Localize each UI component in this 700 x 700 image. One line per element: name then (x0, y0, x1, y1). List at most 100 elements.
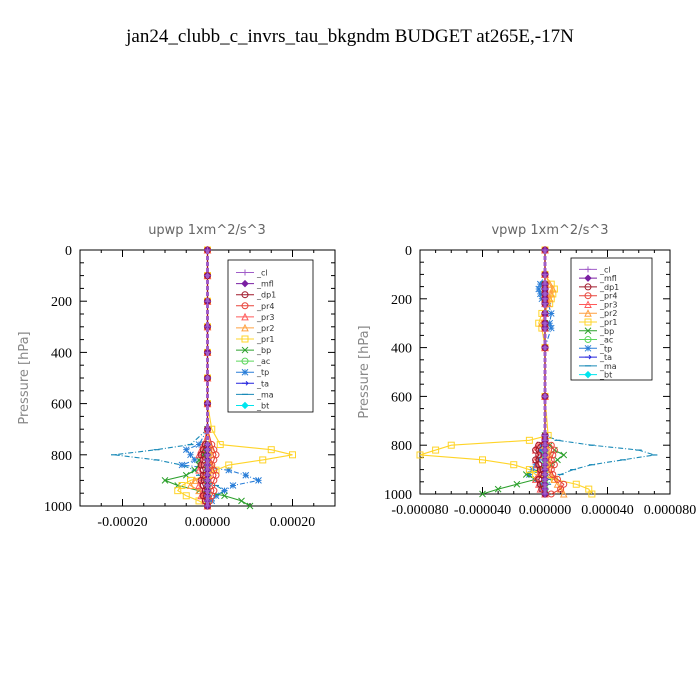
data-point (204, 426, 211, 433)
series-pr1 (416, 246, 596, 498)
legend-marker (584, 318, 592, 326)
data-point (204, 298, 211, 305)
legend-label: _ac (599, 336, 613, 345)
legend-marker (241, 368, 249, 376)
data-point (204, 497, 211, 504)
data-point (479, 456, 486, 464)
data-point (204, 462, 211, 469)
y-tick-label: 1000 (44, 500, 72, 515)
legend-marker (585, 266, 591, 273)
legend-label: _bp (599, 327, 614, 336)
data-point (225, 466, 233, 474)
x-tick-label: -0.000080 (391, 503, 448, 518)
legend-label: _cl (256, 269, 268, 278)
legend-label: _ac (256, 357, 270, 366)
data-point (525, 436, 533, 444)
data-point (542, 300, 548, 307)
data-point (190, 476, 199, 484)
legend-label: _ta (256, 379, 269, 388)
data-point (532, 456, 540, 464)
legend-label: _tp (599, 344, 612, 353)
legend-label: _ma (256, 390, 274, 399)
data-point (204, 441, 211, 448)
data-point (221, 492, 228, 500)
data-point (553, 480, 562, 488)
figure-title: jan24_clubb_c_invrs_tau_bkgndm BUDGET at… (125, 26, 574, 47)
data-point (547, 289, 556, 298)
data-point (197, 445, 205, 454)
data-point (536, 280, 544, 288)
data-point (432, 446, 440, 454)
y-axis-label: Pressure [hPa] (357, 325, 372, 418)
legend-label: _pr1 (599, 318, 617, 327)
data-point (161, 477, 169, 484)
legend-label: _dp1 (599, 283, 619, 292)
x-tick-label: 0.00020 (270, 515, 316, 530)
y-tick-label: 1000 (384, 488, 412, 503)
data-point (259, 456, 267, 464)
y-tick-label: 200 (51, 295, 72, 310)
data-point (204, 492, 211, 499)
data-point (267, 446, 275, 454)
legend-marker (242, 380, 249, 386)
upwp-panel: upwp 1xm^2/s^3 Pressure [hPa] 0 200 400 600 80… (17, 223, 336, 530)
data-point (195, 450, 203, 459)
legend-marker (584, 344, 592, 352)
legend-marker (241, 279, 249, 288)
series-cl (204, 247, 211, 509)
data-point (494, 485, 502, 493)
legend-marker (241, 335, 249, 343)
legend-marker (584, 370, 592, 379)
y-axis-label: Pressure [hPa] (17, 331, 32, 424)
data-point (204, 482, 211, 489)
legend-marker (585, 354, 592, 360)
y-tick-label: 600 (391, 390, 412, 405)
data-point (550, 446, 558, 454)
data-point (550, 475, 559, 483)
data-point (204, 487, 211, 494)
data-point (204, 503, 211, 509)
legend-label: _pr2 (599, 309, 617, 318)
legend-marker (584, 300, 592, 308)
data-point (204, 400, 211, 407)
data-point (242, 471, 250, 479)
data-point (546, 319, 554, 327)
data-point (479, 490, 486, 498)
data-point (182, 492, 190, 500)
legend-label: _pr3 (599, 300, 617, 309)
data-point (542, 491, 548, 497)
legend-label: _tp (256, 368, 269, 377)
data-point (525, 466, 533, 474)
data-point (204, 477, 211, 484)
data-point (536, 446, 544, 454)
legend-marker (584, 309, 592, 317)
data-point (208, 497, 216, 505)
data-point (191, 456, 199, 464)
y-tick-label: 0 (405, 244, 412, 259)
panel-title: vpwp 1xm^2/s^3 (491, 223, 608, 238)
data-point (246, 502, 254, 510)
data-point (204, 472, 211, 479)
data-point (204, 456, 211, 463)
legend-label: _mfl (256, 280, 274, 289)
legend-label: _pr3 (256, 313, 274, 322)
data-point (513, 480, 521, 488)
legend-marker (584, 274, 592, 282)
y-tick-label: 400 (391, 342, 412, 357)
panel-title: upwp 1xm^2/s^3 (148, 223, 266, 238)
data-point (182, 446, 190, 454)
legend-label: _cl (599, 265, 611, 274)
legend-marker (584, 327, 592, 335)
data-point (204, 375, 211, 381)
data-point (416, 451, 424, 459)
data-point (216, 441, 224, 449)
legend-label: _pr4 (256, 302, 274, 311)
legend-marker (584, 283, 592, 291)
data-point (212, 492, 220, 500)
legend-label: _bt (599, 371, 612, 380)
data-point (560, 480, 568, 488)
x-tick-label: -0.000040 (454, 503, 511, 518)
data-point (532, 446, 540, 454)
legend: _cl_mfl_dp1_pr4_pr3_pr2_pr1_bp_ac_tp_ta_… (570, 257, 653, 381)
data-point (536, 290, 544, 298)
